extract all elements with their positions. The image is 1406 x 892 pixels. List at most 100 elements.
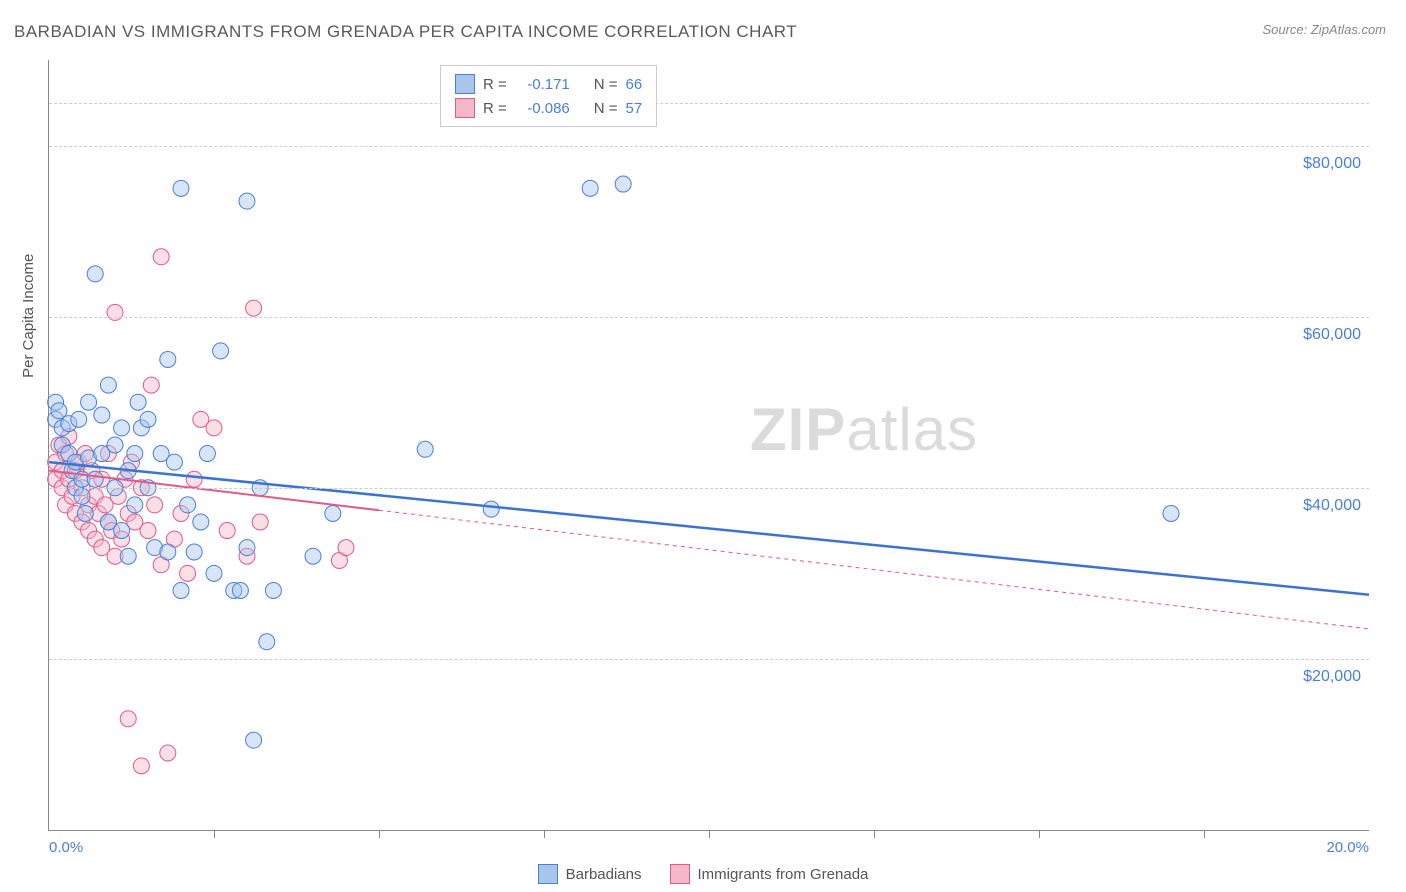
data-point bbox=[213, 343, 229, 359]
r-value: -0.171 bbox=[515, 76, 570, 93]
data-point bbox=[127, 497, 143, 513]
data-point bbox=[206, 565, 222, 581]
data-point bbox=[186, 544, 202, 560]
n-label: N = bbox=[594, 100, 618, 117]
data-point bbox=[133, 758, 149, 774]
chart-title: BARBADIAN VS IMMIGRANTS FROM GRENADA PER… bbox=[14, 22, 797, 42]
data-point bbox=[100, 377, 116, 393]
data-point bbox=[615, 176, 631, 192]
y-tick-label: $60,000 bbox=[1303, 326, 1361, 344]
data-point bbox=[180, 497, 196, 513]
data-point bbox=[81, 394, 97, 410]
correlation-legend: R = -0.171 N = 66 R = -0.086 N = 57 bbox=[440, 65, 657, 127]
source-label: Source: ZipAtlas.com bbox=[1262, 22, 1386, 37]
data-point bbox=[305, 548, 321, 564]
data-point bbox=[265, 582, 281, 598]
data-point bbox=[140, 523, 156, 539]
x-tick-mark bbox=[709, 830, 710, 838]
data-point bbox=[246, 732, 262, 748]
legend-item: Immigrants from Grenada bbox=[670, 864, 869, 884]
data-point bbox=[259, 634, 275, 650]
data-point bbox=[127, 446, 143, 462]
data-point bbox=[239, 193, 255, 209]
y-axis-label: Per Capita Income bbox=[20, 254, 37, 378]
legend-swatch-icon bbox=[455, 98, 475, 118]
series-legend: Barbadians Immigrants from Grenada bbox=[0, 864, 1406, 884]
r-label: R = bbox=[483, 100, 507, 117]
legend-row-series-1: R = -0.171 N = 66 bbox=[455, 72, 642, 96]
data-point bbox=[147, 497, 163, 513]
data-point bbox=[77, 505, 93, 521]
chart-plot-area: $20,000$40,000$60,000$80,000 0.0% 20.0% bbox=[48, 60, 1369, 831]
gridline bbox=[49, 317, 1369, 318]
data-point bbox=[71, 411, 87, 427]
data-point bbox=[173, 180, 189, 196]
data-point bbox=[114, 420, 130, 436]
legend-item: Barbadians bbox=[538, 864, 642, 884]
y-tick-label: $80,000 bbox=[1303, 155, 1361, 173]
data-point bbox=[193, 514, 209, 530]
y-tick-label: $20,000 bbox=[1303, 668, 1361, 686]
trend-line bbox=[49, 462, 1369, 595]
gridline bbox=[49, 146, 1369, 147]
gridline bbox=[49, 488, 1369, 489]
data-point bbox=[107, 437, 123, 453]
gridline bbox=[49, 103, 1369, 104]
legend-label: Barbadians bbox=[566, 866, 642, 883]
data-point bbox=[1163, 505, 1179, 521]
data-point bbox=[325, 505, 341, 521]
data-point bbox=[173, 582, 189, 598]
data-point bbox=[232, 582, 248, 598]
data-point bbox=[87, 266, 103, 282]
data-point bbox=[166, 454, 182, 470]
data-point bbox=[74, 488, 90, 504]
x-tick-mark bbox=[874, 830, 875, 838]
data-point bbox=[160, 351, 176, 367]
x-tick-mark bbox=[379, 830, 380, 838]
legend-swatch-icon bbox=[670, 864, 690, 884]
legend-swatch-icon bbox=[455, 74, 475, 94]
legend-swatch-icon bbox=[538, 864, 558, 884]
data-point bbox=[94, 407, 110, 423]
data-point bbox=[120, 548, 136, 564]
legend-row-series-2: R = -0.086 N = 57 bbox=[455, 96, 642, 120]
data-point bbox=[87, 471, 103, 487]
trend-line-dashed bbox=[379, 510, 1369, 629]
data-point bbox=[143, 377, 159, 393]
x-tick-mark bbox=[544, 830, 545, 838]
r-value: -0.086 bbox=[515, 100, 570, 117]
legend-label: Immigrants from Grenada bbox=[698, 866, 869, 883]
x-tick-mark bbox=[1039, 830, 1040, 838]
data-point bbox=[199, 446, 215, 462]
chart-svg bbox=[49, 60, 1369, 830]
data-point bbox=[160, 544, 176, 560]
data-point bbox=[417, 441, 433, 457]
r-label: R = bbox=[483, 76, 507, 93]
data-point bbox=[160, 745, 176, 761]
data-point bbox=[582, 180, 598, 196]
n-label: N = bbox=[594, 76, 618, 93]
x-tick-max: 20.0% bbox=[1326, 839, 1369, 856]
data-point bbox=[120, 711, 136, 727]
data-point bbox=[246, 300, 262, 316]
data-point bbox=[107, 304, 123, 320]
data-point bbox=[483, 501, 499, 517]
data-point bbox=[180, 565, 196, 581]
n-value: 57 bbox=[626, 100, 643, 117]
data-point bbox=[252, 514, 268, 530]
x-tick-mark bbox=[1204, 830, 1205, 838]
data-point bbox=[338, 540, 354, 556]
data-point bbox=[206, 420, 222, 436]
y-tick-label: $40,000 bbox=[1303, 497, 1361, 515]
data-point bbox=[130, 394, 146, 410]
data-point bbox=[219, 523, 235, 539]
x-tick-min: 0.0% bbox=[49, 839, 83, 856]
data-point bbox=[114, 523, 130, 539]
gridline bbox=[49, 659, 1369, 660]
data-point bbox=[153, 249, 169, 265]
data-point bbox=[186, 471, 202, 487]
data-point bbox=[140, 411, 156, 427]
x-tick-mark bbox=[214, 830, 215, 838]
n-value: 66 bbox=[626, 76, 643, 93]
data-point bbox=[239, 540, 255, 556]
